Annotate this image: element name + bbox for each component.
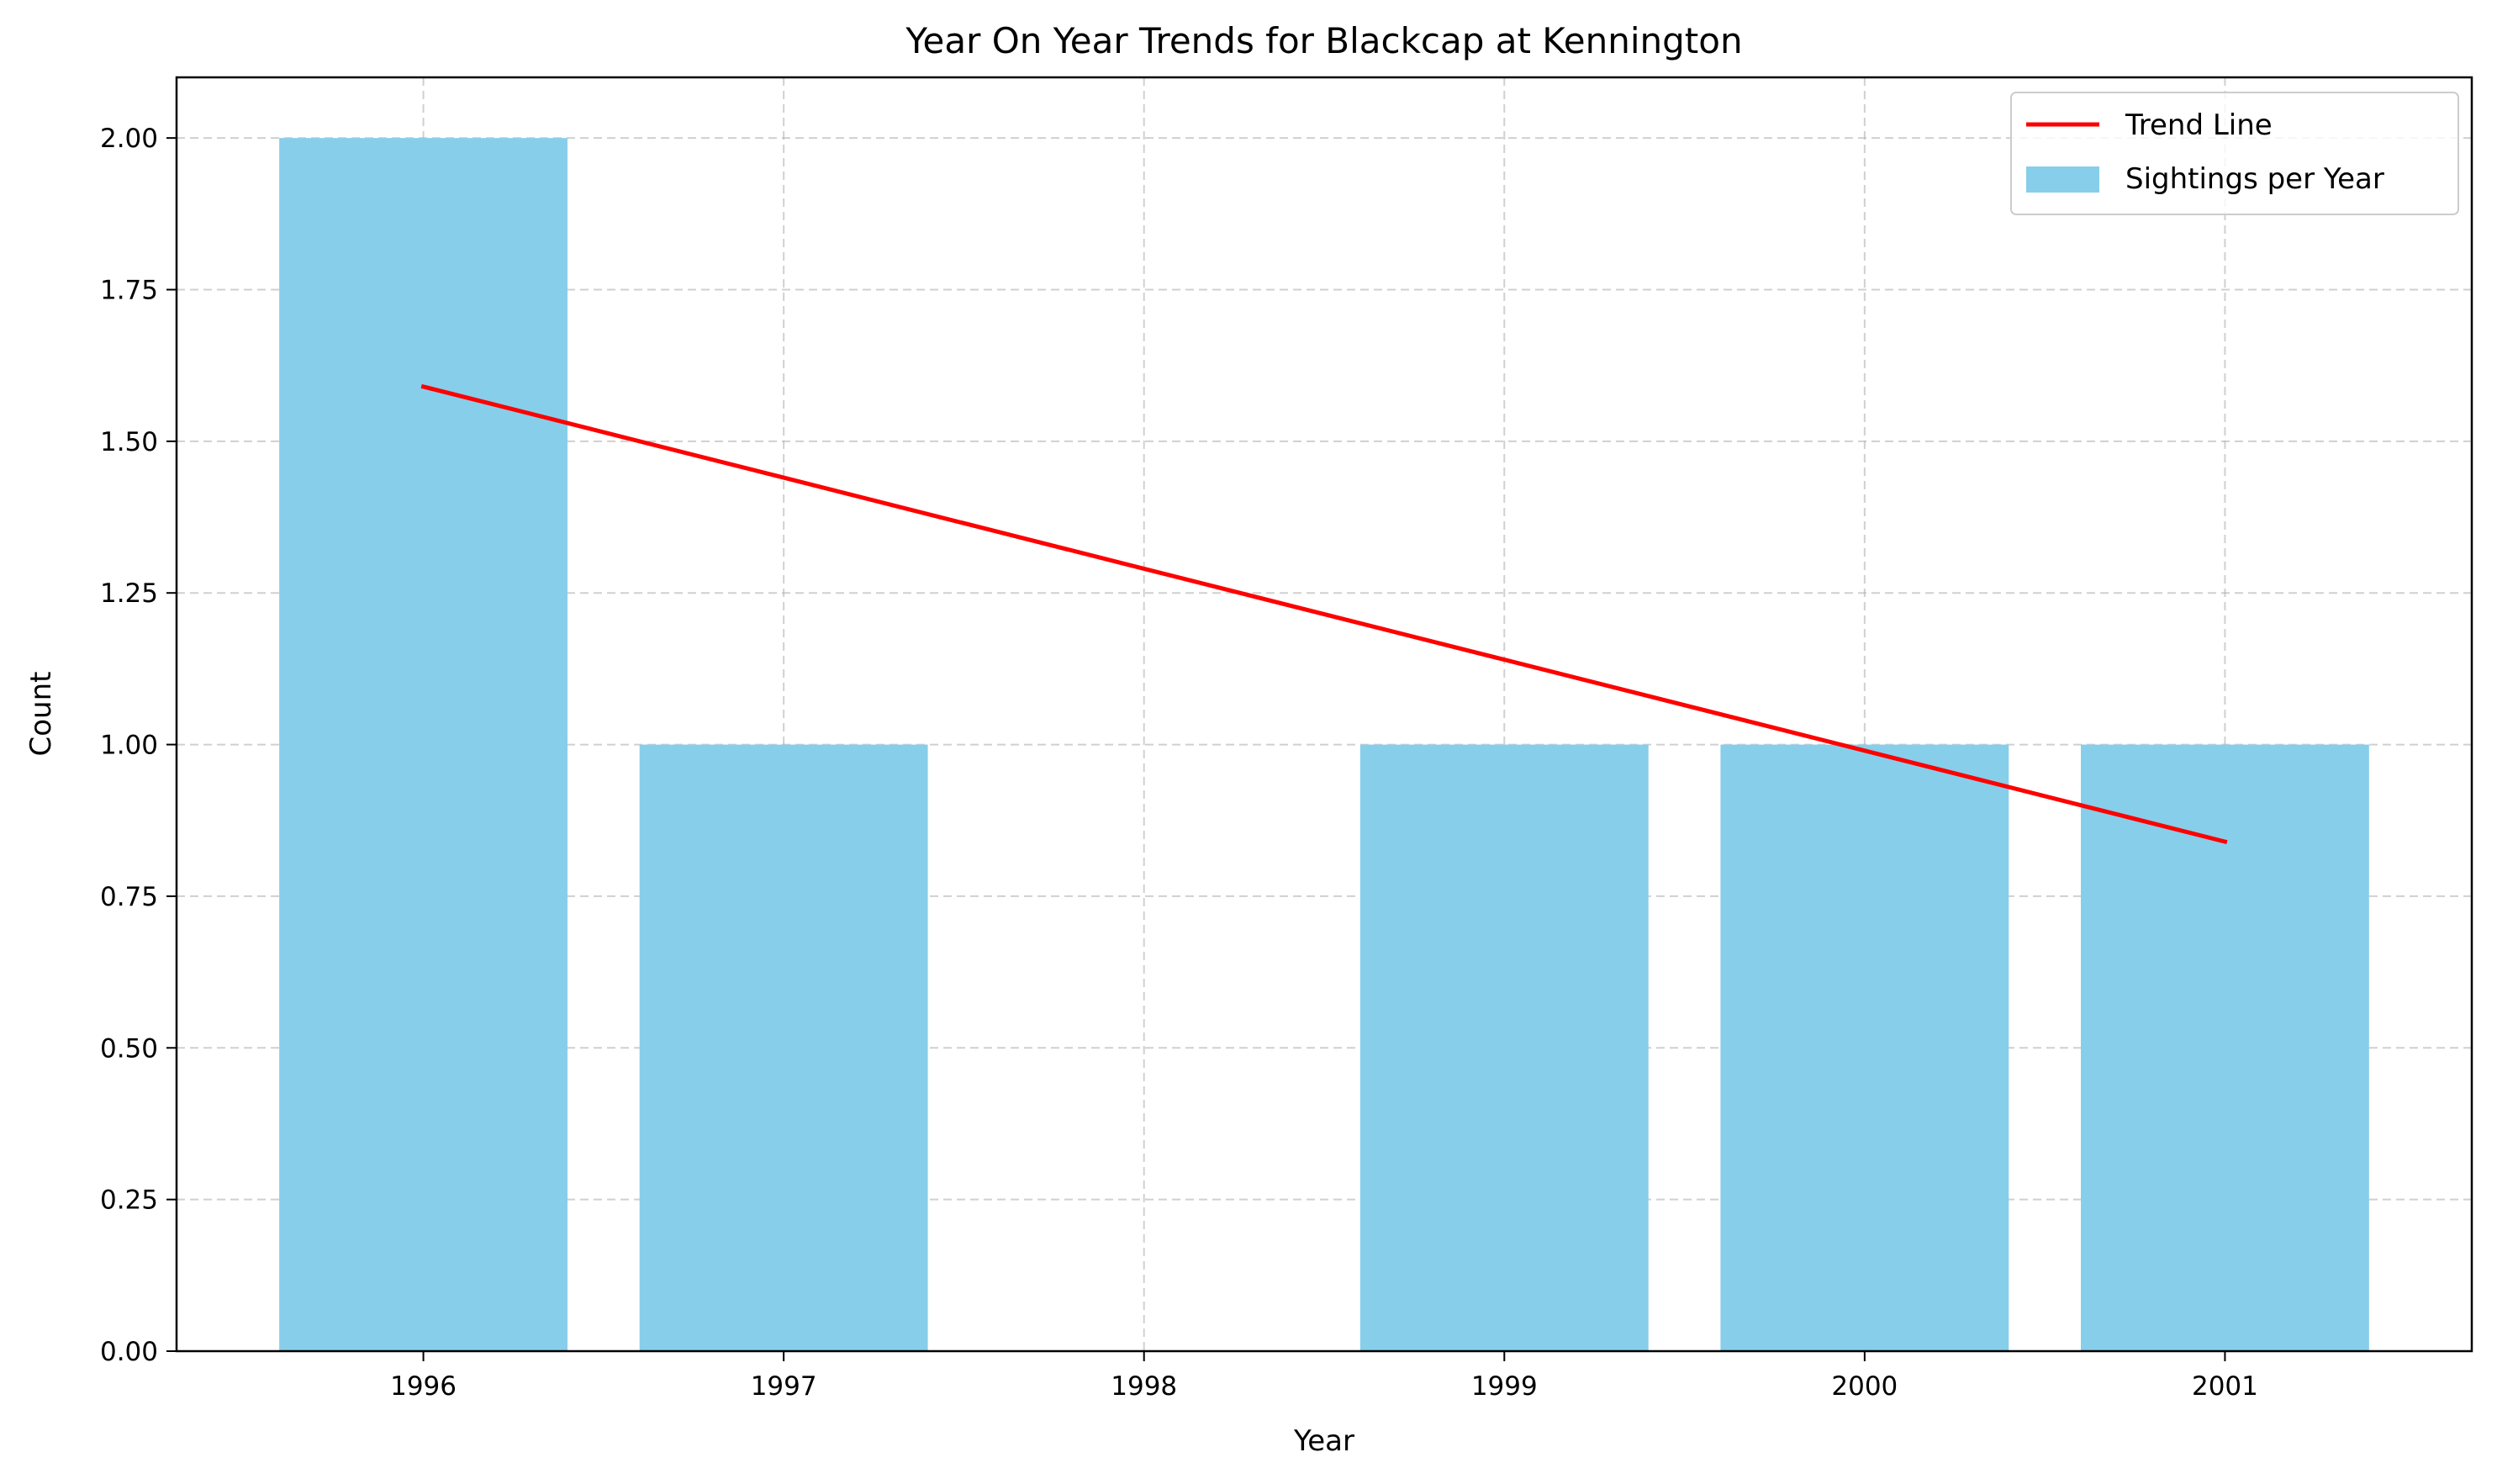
x-tick-label: 1999 <box>1471 1371 1538 1402</box>
bar-1996 <box>279 138 568 1352</box>
bar-series <box>279 138 2369 1352</box>
plot-frame <box>175 76 2473 1353</box>
x-tick-label: 2000 <box>1831 1371 1898 1402</box>
y-axis-title: Count <box>24 672 58 757</box>
x-axis: 1996 1997 1998 1999 2000 2001 <box>390 1351 2258 1402</box>
legend-label-sightings: Sightings per Year <box>2125 162 2384 196</box>
x-tick-label: 1998 <box>1111 1371 1177 1402</box>
x-tick-label: 2001 <box>2192 1371 2258 1402</box>
y-tick-label: 2.00 <box>100 124 158 154</box>
y-tick-label: 1.75 <box>100 276 158 306</box>
legend-swatch-sightings <box>2026 166 2099 193</box>
y-tick-label: 1.00 <box>100 731 158 761</box>
legend-box <box>2010 92 2459 215</box>
x-tick-label: 1997 <box>751 1371 817 1402</box>
chart-title: Year On Year Trends for Blackcap at Kenn… <box>905 20 1742 61</box>
y-tick-label: 1.25 <box>100 578 158 609</box>
legend: Trend Line Sightings per Year <box>2010 92 2459 215</box>
trend-line <box>420 383 2228 845</box>
y-axis: 0.00 0.25 0.50 0.75 1.00 1.25 1.50 1.75 2.00 <box>100 124 177 1367</box>
y-tick-label: 0.50 <box>100 1033 158 1064</box>
x-axis-title: Year <box>1293 1424 1354 1458</box>
bar-1997 <box>639 744 928 1351</box>
y-tick-label: 0.00 <box>100 1337 158 1367</box>
x-tick-label: 1996 <box>390 1371 457 1402</box>
y-tick-label: 0.75 <box>100 882 158 912</box>
y-tick-label: 1.50 <box>100 427 158 457</box>
legend-label-trend-line: Trend Line <box>2125 108 2273 142</box>
y-tick-label: 0.25 <box>100 1186 158 1216</box>
bar-1999 <box>1359 744 1649 1351</box>
bar-2001 <box>2081 744 2369 1351</box>
bar-2000 <box>1720 744 2009 1351</box>
trend-line-series <box>420 383 2228 845</box>
